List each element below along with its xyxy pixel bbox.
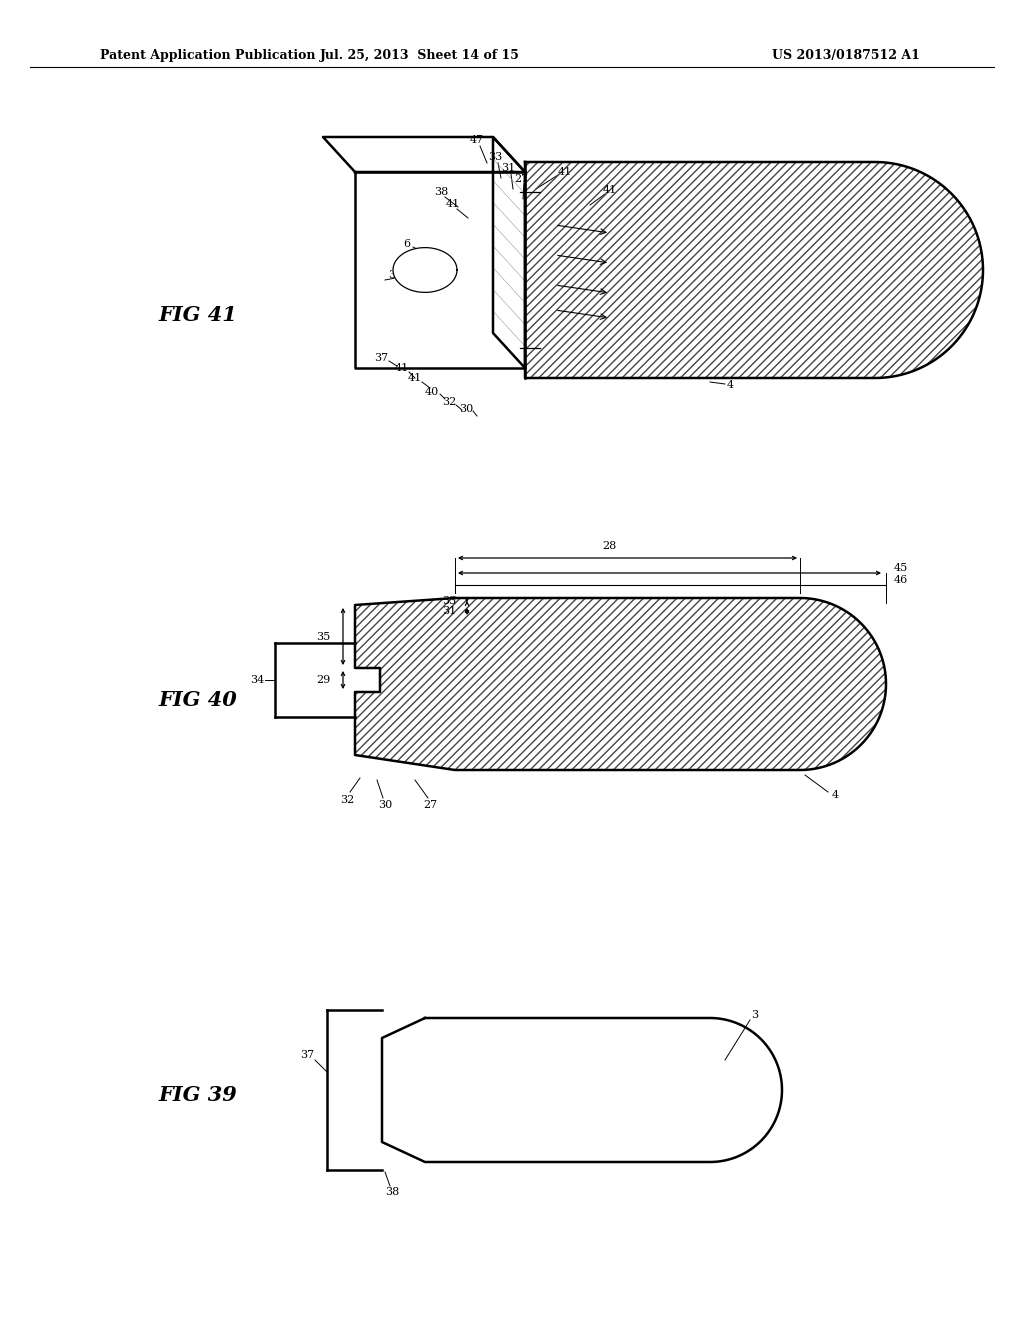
Text: Jul. 25, 2013  Sheet 14 of 15: Jul. 25, 2013 Sheet 14 of 15 [321,49,520,62]
Text: 41: 41 [395,363,410,374]
Polygon shape [323,137,525,172]
Text: 41: 41 [603,185,617,195]
Text: 33: 33 [487,152,502,162]
Polygon shape [493,137,525,368]
Text: 33: 33 [442,597,456,606]
Text: 37: 37 [300,1049,314,1060]
Polygon shape [393,248,457,293]
Text: 29: 29 [315,675,330,685]
Text: 4: 4 [831,789,839,800]
Text: 30: 30 [378,800,392,810]
Text: 3: 3 [752,1010,759,1020]
Text: 32: 32 [442,397,456,407]
Text: 45: 45 [894,564,908,573]
Text: FIG 39: FIG 39 [158,1085,237,1105]
Text: 41: 41 [408,374,422,383]
Text: 31: 31 [442,606,456,616]
Text: 34: 34 [250,675,264,685]
Text: 41: 41 [445,199,460,209]
Text: 4: 4 [726,380,733,389]
Text: 35: 35 [315,631,330,642]
Text: 38: 38 [434,187,449,197]
Text: 38: 38 [385,1187,399,1197]
Text: 37: 37 [374,352,388,363]
Text: 6: 6 [403,239,411,249]
Text: 28: 28 [602,541,616,550]
Polygon shape [525,162,983,378]
Text: 31: 31 [501,162,515,173]
Text: FIG 40: FIG 40 [158,690,237,710]
Text: 32: 32 [340,795,354,805]
Polygon shape [382,1018,782,1162]
Text: US 2013/0187512 A1: US 2013/0187512 A1 [772,49,920,62]
Text: 46: 46 [894,576,908,585]
Text: 30: 30 [459,404,473,414]
Text: 41: 41 [558,168,572,177]
Text: 27: 27 [514,174,528,183]
Text: 40: 40 [425,387,439,397]
Text: 39: 39 [388,271,402,280]
Text: Patent Application Publication: Patent Application Publication [100,49,315,62]
Polygon shape [355,598,886,770]
Text: 27: 27 [423,800,437,810]
Text: 47: 47 [470,135,484,145]
Text: FIG 41: FIG 41 [158,305,237,325]
